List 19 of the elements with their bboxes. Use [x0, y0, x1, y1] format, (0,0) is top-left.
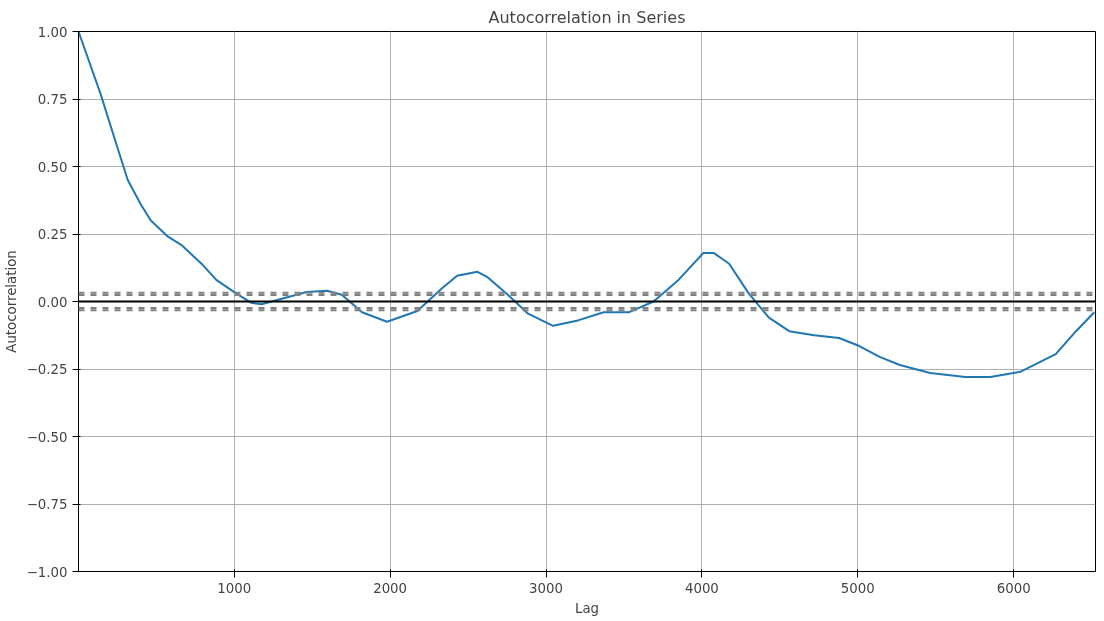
y-tick-label: −1.00	[26, 564, 68, 580]
y-tick-label: 1.00	[37, 24, 68, 40]
y-tick-label: 0.25	[37, 227, 68, 242]
x-tick-label: 2000	[373, 580, 408, 596]
y-tick-label: 0.50	[37, 159, 68, 175]
x-tick-label: 4000	[684, 580, 719, 596]
x-axis-title: Lag	[574, 600, 600, 616]
x-tick-label: 6000	[996, 580, 1031, 596]
y-tick-label: −0.25	[26, 362, 68, 377]
y-tick-label: 0.00	[37, 294, 68, 310]
y-tick-label: −0.75	[26, 497, 68, 512]
x-tick-label: 3000	[529, 580, 563, 596]
line-series	[78, 31, 1096, 379]
y-axis-title: Autocorrelation	[3, 250, 19, 353]
y-tick-label: 0.75	[37, 92, 68, 107]
chart-title: Autocorrelation in Series	[488, 7, 686, 27]
y-tick-label: −0.50	[26, 429, 68, 445]
x-tick-label: 1000	[217, 580, 252, 596]
x-tick-label: 5000	[840, 580, 875, 596]
